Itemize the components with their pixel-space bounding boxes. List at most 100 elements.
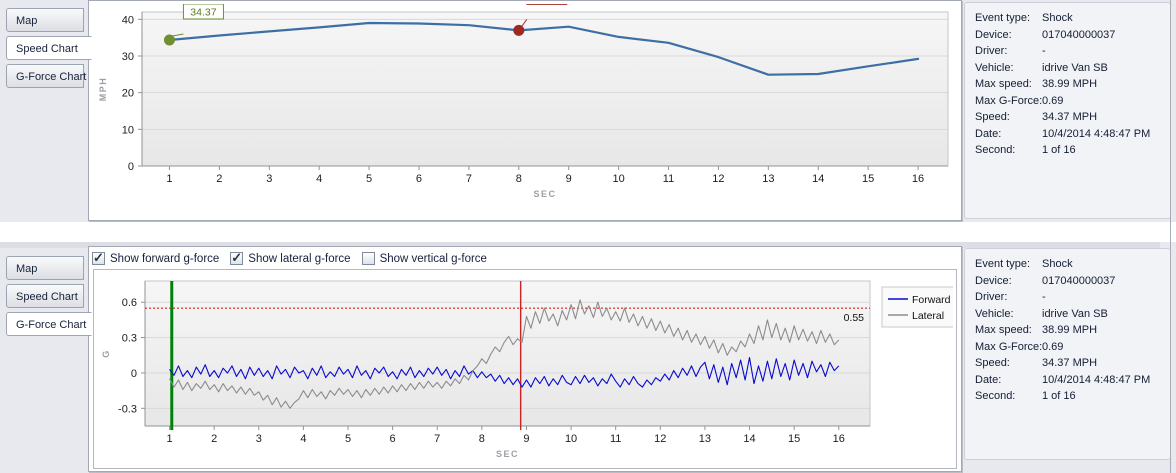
lateral-gforce-label: Show lateral g-force <box>248 252 351 265</box>
info-label: Date: <box>975 127 1002 140</box>
x-tick-label: 5 <box>366 173 372 185</box>
info-value: - <box>1042 291 1046 303</box>
x-tick-label: 13 <box>699 433 711 445</box>
x-tick-label: 6 <box>416 173 422 185</box>
tab-gforce-chart[interactable]: G-Force Chart <box>6 312 92 336</box>
legend-label: Forward <box>912 294 951 306</box>
vertical-gforce-label: Show vertical g-force <box>379 252 487 265</box>
tab-speed-chart[interactable]: Speed Chart <box>6 36 92 60</box>
gforce-chart[interactable]: -0.300.30.61 2 3 4 5 6 7 8 9 10 11 12 13 14 15 16SECG0.… <box>95 271 953 465</box>
lateral-gforce-checkbox[interactable] <box>230 250 244 266</box>
y-tick-label: -0.3 <box>118 403 137 415</box>
info-row: Date: 10/4/2014 4:48:47 PM <box>975 126 1170 143</box>
x-tick-label: 14 <box>743 433 755 445</box>
info-value: - <box>1042 45 1046 57</box>
info-row: Vehicle: idrive Van SB <box>975 306 1170 323</box>
x-tick-label: 13 <box>762 173 774 185</box>
x-tick-label: 14 <box>812 173 824 185</box>
x-tick-label: 2 <box>216 173 222 185</box>
show-vertical-gforce-option[interactable]: Show vertical g-force <box>361 252 487 265</box>
forward-gforce-line <box>169 357 840 388</box>
threshold-label: 0.55 <box>844 312 865 324</box>
chart-tab-list: Map Speed Chart G-Force Chart <box>6 256 92 340</box>
y-tick-label: 0 <box>128 161 134 173</box>
info-row: Max speed: 38.99 MPH <box>975 322 1170 339</box>
info-label: Driver: <box>975 45 1008 57</box>
info-label: Second: <box>975 390 1016 402</box>
info-value: idrive Van SB <box>1042 307 1108 320</box>
info-value: 1 of 16 <box>1042 390 1076 402</box>
x-tick-label: 1 <box>166 173 172 185</box>
x-axis-title: SEC <box>496 449 519 459</box>
x-tick-label: 8 <box>479 433 485 445</box>
info-value: 1 of 16 <box>1042 144 1076 156</box>
info-value: 38.99 MPH <box>1042 78 1098 90</box>
info-value: 10/4/2014 4:48:47 PM <box>1042 127 1151 140</box>
y-axis-title: MPH <box>98 77 108 102</box>
forward-gforce-label: Show forward g-force <box>110 252 220 265</box>
info-label: Speed: <box>975 111 1010 123</box>
y-axis-title: G <box>101 349 111 358</box>
info-label: Second: <box>975 144 1016 156</box>
gforce-options-row: Show forward g-force Show lateral g-forc… <box>92 250 498 267</box>
legend-label: Lateral <box>912 310 944 322</box>
x-tick-label: 15 <box>862 173 874 185</box>
event-point-marker[interactable] <box>513 24 525 36</box>
show-lateral-gforce-option[interactable]: Show lateral g-force <box>230 250 351 266</box>
gforce-chart-frame: -0.3 0 0.3 0.6 1 2 3 4 5 6 7 8 9 10 11 12 13 14 15 16 SEC G 0.… <box>93 269 957 469</box>
event-info-panel: Event type: Shock Device: 017040000037 Drive… <box>964 2 1171 219</box>
x-tick-label: 10 <box>565 433 577 445</box>
x-tick-label: 3 <box>266 173 272 185</box>
event-info-rows: Event type: Shock Device: 017040000037 Drive… <box>975 256 1170 405</box>
info-row: Speed: 34.37 MPH <box>975 109 1170 126</box>
y-tick-label: 30 <box>122 51 134 63</box>
speed-section: Map Speed Chart G-Force Chart 0 10 20 30 40 1… <box>0 0 1176 222</box>
info-value: 38.99 MPH <box>1042 324 1098 336</box>
speed-chart-panel: 0 10 20 30 40 1 2 3 4 5 6 7 8 9 10 11 12 13 14 15 16 SEC MPH 34… <box>88 0 962 221</box>
lateral-gforce-line <box>169 299 840 409</box>
tab-map[interactable]: Map <box>6 8 84 32</box>
info-value: Shock <box>1042 258 1073 270</box>
info-label: Device: <box>975 28 1012 41</box>
x-tick-label: 16 <box>912 173 924 185</box>
tab-map[interactable]: Map <box>6 256 84 280</box>
info-label: Max G-Force: <box>975 340 1043 353</box>
forward-gforce-checkbox[interactable] <box>92 250 105 266</box>
info-label: Date: <box>975 373 1002 386</box>
x-tick-label: 3 <box>256 433 262 445</box>
info-value: 34.37 MPH <box>1042 357 1098 369</box>
info-value: 0.69 <box>1042 340 1064 353</box>
x-tick-label: 9 <box>523 433 529 445</box>
info-row: Driver: - <box>975 289 1170 306</box>
event-info-rows: Event type: Shock Device: 017040000037 Drive… <box>975 10 1170 159</box>
tab-speed-chart[interactable]: Speed Chart <box>6 284 84 308</box>
info-label: Max G-Force: <box>975 94 1043 107</box>
info-label: Driver: <box>975 291 1008 303</box>
x-tick-label: 4 <box>300 433 306 445</box>
x-tick-label: 1 <box>166 433 172 445</box>
y-tick-label: 40 <box>122 14 134 26</box>
info-value: 34.37 MPH <box>1042 111 1098 123</box>
start-point-marker[interactable] <box>163 34 175 46</box>
info-row: Vehicle: idrive Van SB <box>975 60 1170 77</box>
tab-gforce-chart[interactable]: G-Force Chart <box>6 64 86 88</box>
info-label: Device: <box>975 274 1012 287</box>
x-tick-label: 11 <box>610 433 621 445</box>
section-top-strip <box>0 242 1160 248</box>
info-row: Second: 1 of 16 <box>975 142 1170 159</box>
info-row: Event type: Shock <box>975 10 1170 27</box>
value-callout-box <box>182 4 224 20</box>
gforce-section: Map Speed Chart G-Force Chart Show forwa… <box>0 242 1176 473</box>
info-label: Max speed: <box>975 324 1032 336</box>
legend <box>881 286 953 328</box>
info-row: Max G-Force: 0.69 <box>975 339 1170 356</box>
x-tick-label: 16 <box>833 433 845 445</box>
show-forward-gforce-option[interactable]: Show forward g-force <box>92 250 220 266</box>
x-tick-label: 2 <box>211 433 217 445</box>
callout-leader <box>521 19 528 27</box>
x-tick-label: 15 <box>788 433 800 445</box>
vertical-gforce-checkbox[interactable] <box>361 252 375 265</box>
value-callout-text: 34.37 <box>190 6 216 18</box>
